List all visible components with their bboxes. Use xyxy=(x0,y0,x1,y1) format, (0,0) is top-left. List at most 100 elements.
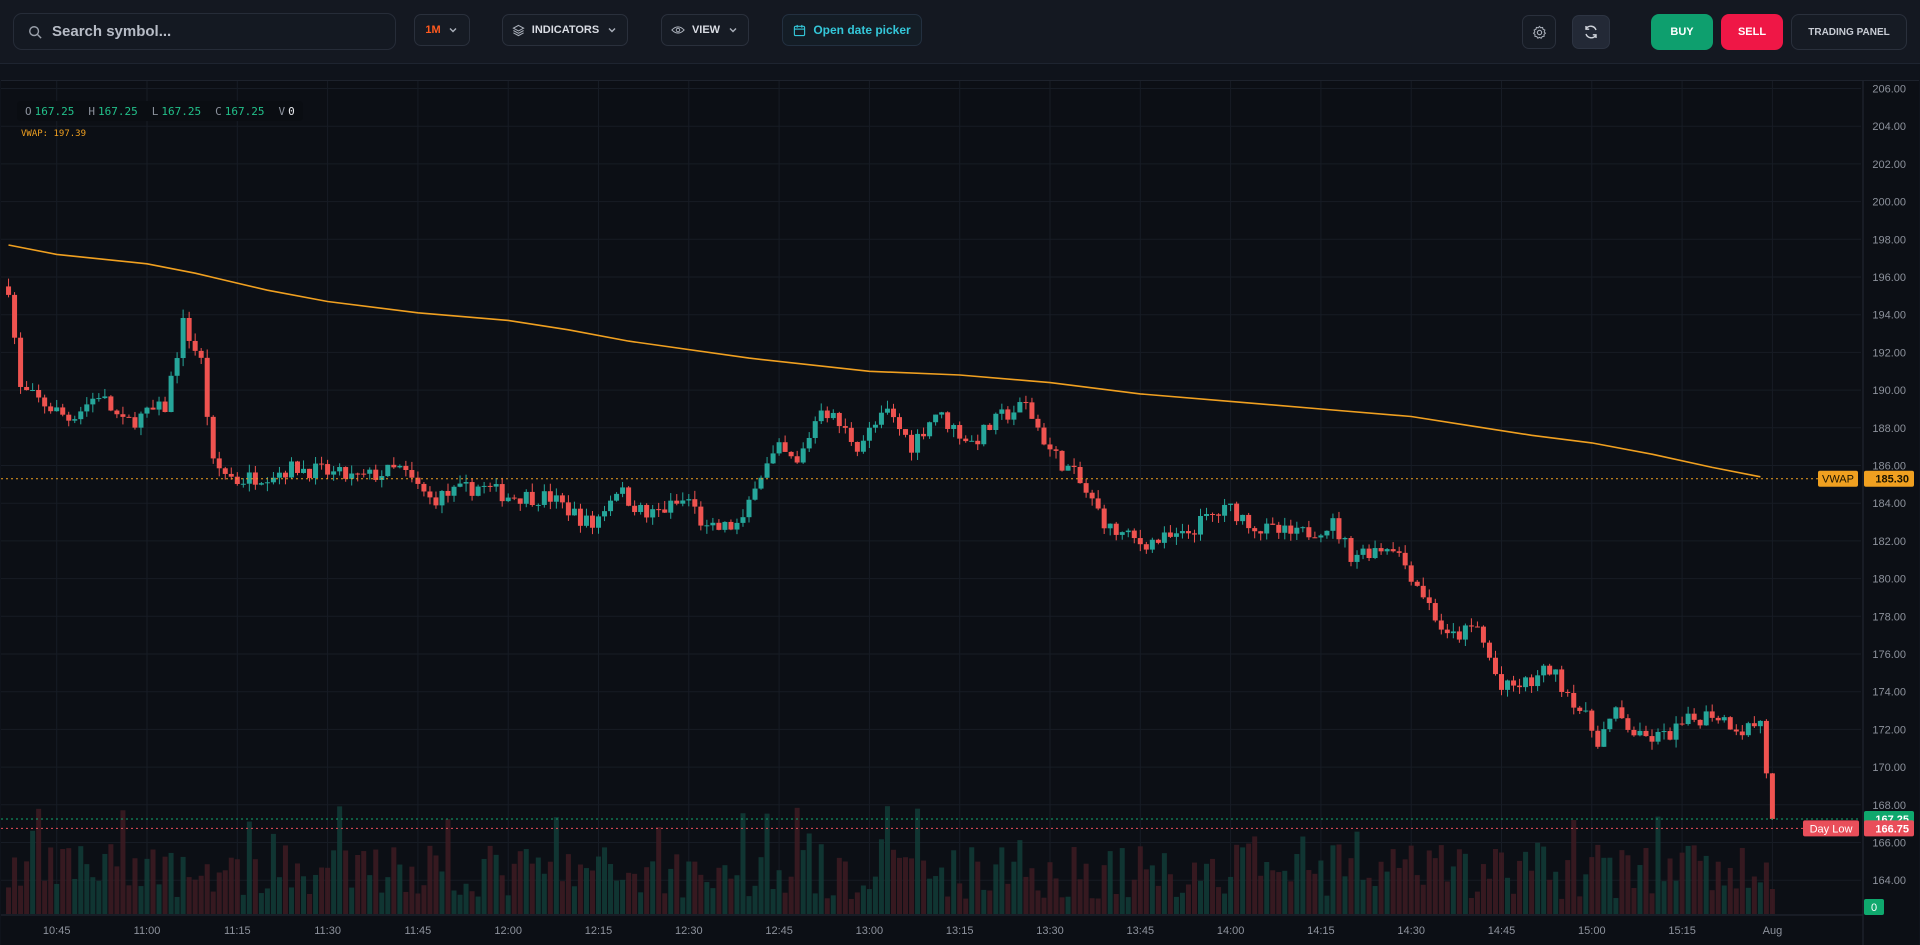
candle-body[interactable] xyxy=(469,482,475,496)
candle-body[interactable] xyxy=(1499,674,1504,690)
candle-body[interactable] xyxy=(1149,539,1155,550)
candle-body[interactable] xyxy=(72,419,78,421)
candle-body[interactable] xyxy=(1294,527,1300,534)
candle-body[interactable] xyxy=(192,340,198,351)
candle-body[interactable] xyxy=(1306,527,1312,538)
candle-body[interactable] xyxy=(168,375,174,413)
candle-body[interactable] xyxy=(313,463,319,479)
candle-body[interactable] xyxy=(144,407,150,414)
candle-body[interactable] xyxy=(1282,525,1288,533)
candle-body[interactable] xyxy=(415,477,421,484)
candle-body[interactable] xyxy=(1763,720,1769,774)
candle-body[interactable] xyxy=(656,509,662,511)
candle-body[interactable] xyxy=(1288,525,1294,534)
candle-body[interactable] xyxy=(1492,657,1498,675)
candle-body[interactable] xyxy=(1432,603,1438,621)
candle-body[interactable] xyxy=(1083,483,1089,493)
candle-body[interactable] xyxy=(1553,669,1559,675)
candle-body[interactable] xyxy=(993,413,999,430)
candle-body[interactable] xyxy=(391,464,397,468)
candle-body[interactable] xyxy=(1468,625,1474,627)
candle-body[interactable] xyxy=(1119,532,1125,535)
candle-body[interactable] xyxy=(270,477,276,483)
candle-body[interactable] xyxy=(722,521,728,530)
candle-body[interactable] xyxy=(234,476,240,484)
candle-body[interactable] xyxy=(1240,514,1246,522)
candle-body[interactable] xyxy=(1318,535,1324,538)
candle-body[interactable] xyxy=(890,408,896,418)
candle-body[interactable] xyxy=(180,317,186,359)
candle-body[interactable] xyxy=(451,486,457,496)
candle-body[interactable] xyxy=(1276,524,1282,533)
candle-body[interactable] xyxy=(1143,544,1149,550)
candle-body[interactable] xyxy=(24,386,30,391)
candle-body[interactable] xyxy=(1685,713,1691,725)
candle-body[interactable] xyxy=(403,465,409,471)
candle-body[interactable] xyxy=(379,476,385,480)
candle-body[interactable] xyxy=(1414,581,1420,586)
candle-body[interactable] xyxy=(102,396,108,399)
candle-body[interactable] xyxy=(824,410,830,419)
candle-body[interactable] xyxy=(1005,409,1011,420)
candle-body[interactable] xyxy=(1173,533,1179,537)
candle-body[interactable] xyxy=(650,509,656,518)
candle-body[interactable] xyxy=(1523,677,1529,688)
candle-body[interactable] xyxy=(1354,554,1360,562)
candle-body[interactable] xyxy=(782,442,788,452)
candle-body[interactable] xyxy=(427,491,433,498)
candle-body[interactable] xyxy=(963,438,969,442)
candle-body[interactable] xyxy=(1089,492,1095,499)
candle-body[interactable] xyxy=(1155,539,1161,543)
candle-body[interactable] xyxy=(1372,548,1378,559)
candle-body[interactable] xyxy=(1384,549,1390,552)
candle-body[interactable] xyxy=(367,469,373,474)
candle-body[interactable] xyxy=(981,424,987,445)
candle-body[interactable] xyxy=(836,412,842,427)
candle-body[interactable] xyxy=(1390,549,1396,552)
candle-body[interactable] xyxy=(878,412,884,425)
candle-body[interactable] xyxy=(307,468,313,479)
candle-body[interactable] xyxy=(987,424,993,430)
timeframe-select[interactable]: 1M xyxy=(414,14,470,46)
candle-body[interactable] xyxy=(1071,465,1077,467)
candle-body[interactable] xyxy=(138,413,144,428)
candle-body[interactable] xyxy=(421,483,427,492)
candle-body[interactable] xyxy=(162,401,168,413)
candle-body[interactable] xyxy=(589,515,595,528)
candle-body[interactable] xyxy=(66,414,72,421)
candle-body[interactable] xyxy=(355,473,361,475)
candle-body[interactable] xyxy=(1095,498,1101,509)
candle-body[interactable] xyxy=(644,504,650,518)
candle-body[interactable] xyxy=(1679,723,1685,725)
candle-body[interactable] xyxy=(921,433,927,437)
candle-body[interactable] xyxy=(1613,707,1619,719)
candle-body[interactable] xyxy=(1348,538,1354,562)
candle-body[interactable] xyxy=(511,497,517,499)
candle-body[interactable] xyxy=(445,490,451,496)
candle-body[interactable] xyxy=(716,522,722,530)
candle-body[interactable] xyxy=(1559,669,1565,692)
candle-body[interactable] xyxy=(1161,532,1167,543)
candle-body[interactable] xyxy=(1547,665,1553,675)
candle-body[interactable] xyxy=(1330,518,1336,531)
candle-body[interactable] xyxy=(547,491,553,502)
candle-body[interactable] xyxy=(734,522,740,530)
candle-body[interactable] xyxy=(728,521,734,530)
candle-body[interactable] xyxy=(36,390,42,398)
candle-body[interactable] xyxy=(30,390,36,392)
candle-body[interactable] xyxy=(1113,523,1119,535)
candle-body[interactable] xyxy=(457,483,463,487)
candle-body[interactable] xyxy=(373,469,379,480)
candle-body[interactable] xyxy=(361,473,367,475)
candle-body[interactable] xyxy=(1511,680,1517,686)
candle-body[interactable] xyxy=(301,468,307,473)
candle-body[interactable] xyxy=(553,495,559,502)
candle-body[interactable] xyxy=(872,424,878,428)
candle-body[interactable] xyxy=(1565,691,1571,693)
vwap-line[interactable] xyxy=(8,244,1761,478)
candle-body[interactable] xyxy=(1637,730,1643,736)
candle-body[interactable] xyxy=(1595,730,1601,747)
candle-body[interactable] xyxy=(1739,731,1745,736)
candle-body[interactable] xyxy=(337,467,343,472)
candle-body[interactable] xyxy=(800,448,806,463)
